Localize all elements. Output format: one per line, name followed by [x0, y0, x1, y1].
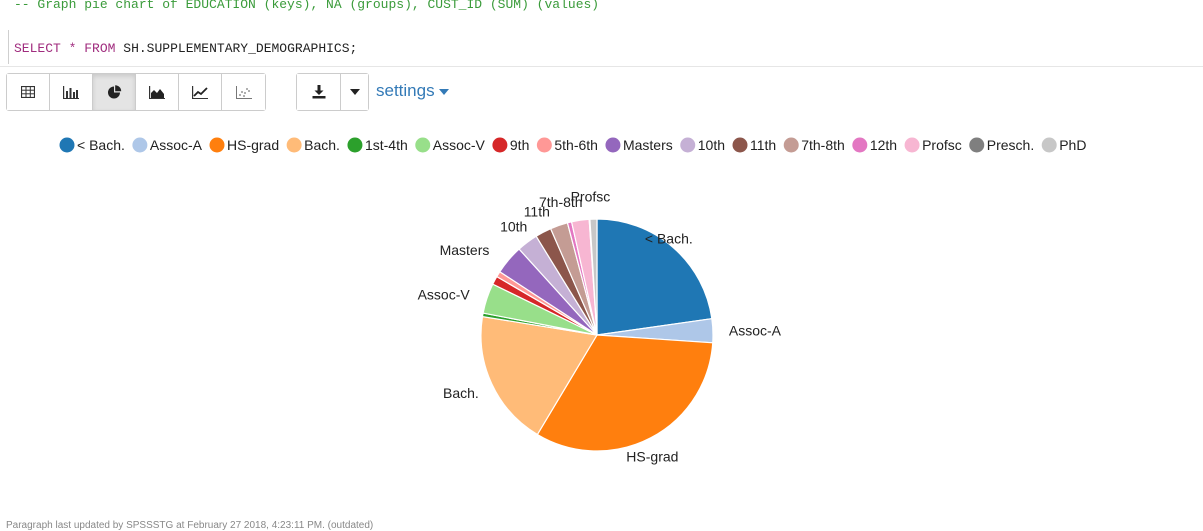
line-chart-button[interactable]	[179, 74, 222, 110]
legend-item-presch[interactable]: Presch.	[969, 137, 1034, 153]
pie-slice-phd[interactable]	[589, 218, 598, 336]
legend-label: 7th-8th	[801, 137, 845, 153]
legend-label: 9th	[510, 137, 529, 153]
legend-item-1st-4th[interactable]: 1st-4th	[347, 137, 408, 153]
pie-slice-bach[interactable]	[596, 218, 713, 336]
legend-label: Masters	[623, 137, 673, 153]
settings-label: settings	[376, 81, 435, 100]
table-name: SH.SUPPLEMENTARY_DEMOGRAPHICS	[123, 41, 350, 56]
area-chart-icon	[149, 85, 165, 99]
legend-label: < Bach.	[77, 137, 125, 153]
legend-item-hs-grad[interactable]: HS-grad	[209, 137, 280, 153]
slice-label-hs-grad: HS-grad	[626, 448, 678, 464]
legend-swatch	[286, 137, 302, 153]
slice-label-bach: < Bach.	[645, 230, 693, 246]
slice-label-masters: Masters	[440, 242, 490, 258]
caret-down-icon	[438, 89, 449, 95]
download-dropdown-button[interactable]	[341, 74, 368, 110]
legend-swatch	[209, 137, 225, 153]
slice-label-assoc-v: Assoc-V	[418, 287, 471, 303]
pie-chart-button[interactable]	[93, 74, 136, 110]
editor-gutter	[8, 30, 9, 64]
pie-slice-hs-grad[interactable]	[536, 334, 714, 452]
from-keyword: FROM	[84, 41, 116, 56]
scatter-chart-button[interactable]	[222, 74, 265, 110]
line-chart-icon	[192, 85, 208, 99]
legend-item-assoc-a[interactable]: Assoc-A	[132, 137, 203, 153]
legend-label: 11th	[750, 137, 776, 153]
legend-item-profsc[interactable]: Profsc	[904, 137, 962, 153]
legend-swatch	[680, 137, 696, 153]
slice-label-10th: 10th	[500, 219, 527, 235]
legend-swatch	[132, 137, 148, 153]
legend-item-7th-8th[interactable]: 7th-8th	[783, 137, 845, 153]
legend-label: Profsc	[922, 137, 962, 153]
view-button-group	[6, 73, 266, 111]
legend-item-assoc-v[interactable]: Assoc-V	[415, 137, 486, 153]
legend-label: 1st-4th	[365, 137, 408, 153]
legend-label: Presch.	[987, 137, 1034, 153]
pie-chart-area: < Bach. Assoc-A HS-grad Bach. 1st-4th Assoc-V…	[0, 125, 1203, 495]
legend-item-9th[interactable]: 9th	[492, 137, 529, 153]
download-button-group	[296, 73, 369, 111]
table-icon	[21, 86, 35, 98]
legend-swatch	[605, 137, 621, 153]
legend-label: 12th	[870, 137, 897, 153]
legend-label: 5th-6th	[554, 137, 598, 153]
statement-terminator: ;	[349, 41, 358, 56]
legend-swatch	[347, 137, 363, 153]
legend-item-10th[interactable]: 10th	[680, 137, 725, 153]
legend-label: Bach.	[304, 137, 340, 153]
legend-swatch	[904, 137, 920, 153]
legend-item-masters[interactable]: Masters	[605, 137, 673, 153]
code-select-statement: SELECT * FROM SH.SUPPLEMENTARY_DEMOGRAPH…	[14, 41, 357, 56]
slice-label-7th-8th: 7th-8th	[539, 194, 583, 210]
pie-chart: < Bach. Assoc-A HS-grad Bach. 1st-4th Assoc-V…	[59, 137, 1087, 464]
download-icon	[312, 85, 325, 99]
legend-label: 10th	[698, 137, 725, 153]
paragraph-status: Paragraph last updated by SPSSSTG at Feb…	[6, 520, 374, 531]
code-comment: -- Graph pie chart of EDUCATION (keys), …	[14, 0, 600, 12]
slice-label-profsc: Profsc	[571, 188, 611, 204]
caret-down-icon	[349, 89, 360, 95]
legend-item-12th[interactable]: 12th	[852, 137, 897, 153]
select-keyword: SELECT	[14, 41, 61, 56]
legend-swatch	[852, 137, 868, 153]
legend-item-11th[interactable]: 11th	[732, 137, 777, 153]
settings-dropdown[interactable]: settings	[376, 81, 449, 101]
legend-swatch	[783, 137, 799, 153]
legend-swatch	[415, 137, 431, 153]
pie-chart-icon	[107, 84, 121, 98]
slice-label-assoc-a: Assoc-A	[729, 322, 782, 338]
area-chart-button[interactable]	[136, 74, 179, 110]
legend-label: Assoc-A	[150, 137, 203, 153]
scatter-chart-icon	[235, 85, 252, 99]
legend-label: HS-grad	[227, 137, 279, 153]
download-button[interactable]	[297, 74, 341, 110]
bar-chart-button[interactable]	[50, 74, 93, 110]
select-star: *	[68, 41, 77, 56]
pie-slices	[480, 218, 714, 452]
slice-label-bach: Bach.	[443, 385, 479, 401]
legend-swatch	[536, 137, 552, 153]
legend-item-bach[interactable]: Bach.	[286, 137, 340, 153]
legend-label: Assoc-V	[433, 137, 486, 153]
legend-swatch	[492, 137, 508, 153]
pie-labels: < Bach. Assoc-A HS-grad Bach. Assoc-V Masters…	[418, 188, 782, 464]
legend-item-phd[interactable]: PhD	[1041, 137, 1087, 153]
pie-slice-bach[interactable]	[480, 315, 598, 436]
legend-item-5th-6th[interactable]: 5th-6th	[536, 137, 598, 153]
legend-swatch	[732, 137, 748, 153]
bar-chart-icon	[63, 85, 79, 99]
legend-item-bach[interactable]: < Bach.	[59, 137, 125, 153]
table-view-button[interactable]	[7, 74, 50, 110]
legend-swatch	[1041, 137, 1057, 153]
legend-swatch	[969, 137, 985, 153]
code-editor[interactable]: -- Graph pie chart of EDUCATION (keys), …	[0, 0, 1203, 67]
legend-swatch	[59, 137, 75, 153]
chart-legend: < Bach. Assoc-A HS-grad Bach. 1st-4th Assoc-V…	[59, 137, 1087, 153]
legend-label: PhD	[1059, 137, 1086, 153]
slice-label-11th: 11th	[524, 204, 550, 220]
